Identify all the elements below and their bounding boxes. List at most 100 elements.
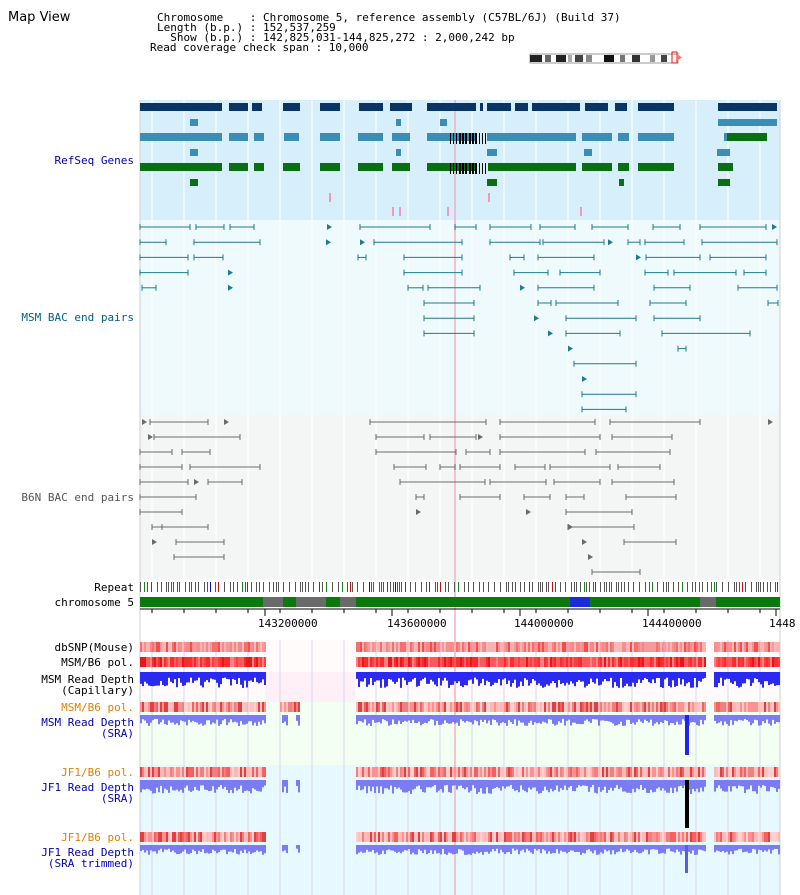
msm-b6-pol-heat-cell <box>390 657 392 667</box>
dbsnp-heat-cell <box>674 642 676 652</box>
track-label-b6n-bac[interactable]: B6N BAC end pairs <box>21 491 134 504</box>
jf1-b6-pol2-heat-cell <box>398 832 400 842</box>
jf1-b6-pol-heat-cell <box>440 767 442 777</box>
track-label-jf1-b6-pol-1[interactable]: JF1/B6 pol. <box>61 766 134 779</box>
track-label-jf1-depth-trimmed[interactable]: JF1 Read Depth (SRA trimmed) <box>41 847 134 869</box>
msm-sra-depth-bar <box>510 715 512 723</box>
repeat-element <box>157 582 158 592</box>
msm-b6-pol-heat-cell <box>206 657 208 667</box>
msm-b6-pol2-heat-cell <box>374 702 376 712</box>
jf1-b6-pol2-heat-cell <box>636 832 638 842</box>
jf1-sra-depth-bar <box>230 780 232 790</box>
msm-capillary-depth-bar <box>230 672 232 686</box>
msm-sra-depth-bar <box>672 715 674 724</box>
msm-sra-depth-bar <box>238 715 240 726</box>
jf1-b6-pol2-heat-cell <box>514 832 516 842</box>
jf1-trimmed-depth-bar <box>260 845 262 852</box>
track-label-chromosome[interactable]: chromosome 5 <box>54 596 134 609</box>
msm-b6-pol-heat-cell <box>144 657 146 667</box>
msm-b6-pol2-heat-cell <box>438 702 440 712</box>
dbsnp-heat-cell <box>578 642 580 652</box>
jf1-b6-pol-heat-cell <box>660 767 662 777</box>
jf1-sra-depth-bar <box>752 780 754 792</box>
jf1-sra-depth-bar <box>144 780 146 790</box>
jf1-b6-pol-heat-cell <box>584 767 586 777</box>
track-label-jf1-depth-sra[interactable]: JF1 Read Depth (SRA) <box>41 782 134 804</box>
jf1-trimmed-depth-bar <box>738 845 740 849</box>
repeat-element <box>210 582 211 592</box>
dbsnp-heat-cell <box>372 642 374 652</box>
jf1-sra-depth-bar <box>592 780 594 785</box>
msm-b6-pol2-heat-cell <box>182 702 184 712</box>
jf1-trimmed-depth-bar <box>718 845 720 852</box>
jf1-trimmed-depth-bar <box>186 845 188 854</box>
msm-capillary-depth-bar <box>602 672 604 682</box>
jf1-trimmed-depth-bar <box>298 845 300 853</box>
track-label-jf1-b6-pol-2[interactable]: JF1/B6 pol. <box>61 831 134 844</box>
track-label-msm-b6-pol-2[interactable]: MSM/B6 pol. <box>61 701 134 714</box>
jf1-trimmed-depth-bar <box>692 845 694 851</box>
msm-capillary-depth-bar <box>178 672 180 679</box>
jf1-sra-depth-bar <box>416 780 418 787</box>
dbsnp-heat-cell <box>212 642 214 652</box>
repeat-element <box>168 582 169 592</box>
dbsnp-heat-cell <box>434 642 436 652</box>
refseq-gene <box>487 179 497 186</box>
jf1-b6-pol2-heat-cell <box>772 832 774 842</box>
jf1-trimmed-depth-bar <box>548 845 550 852</box>
msm-b6-pol2-heat-cell <box>604 702 606 712</box>
track-label-dbsnp[interactable]: dbSNP(Mouse) <box>54 641 134 654</box>
msm-b6-pol-heat-cell <box>384 657 386 667</box>
repeat-element <box>379 582 380 592</box>
jf1-trimmed-depth-bar <box>672 845 674 852</box>
jf1-trimmed-depth-bar <box>756 845 758 854</box>
jf1-trimmed-depth-bar <box>188 845 190 855</box>
refseq-gene <box>488 163 576 171</box>
track-label-msm-depth-sra[interactable]: MSM Read Depth (SRA) <box>41 717 134 739</box>
jf1-trimmed-depth-bar <box>472 845 474 853</box>
dbsnp-heat-cell <box>496 642 498 652</box>
jf1-b6-pol-heat-cell <box>192 767 194 777</box>
msm-b6-pol-heat-cell <box>638 657 640 667</box>
msm-capillary-depth-bar <box>418 672 420 686</box>
track-label-refseq[interactable]: RefSeq Genes <box>54 154 134 167</box>
jf1-trimmed-depth-bar <box>202 845 204 850</box>
track-label-msm-depth-cap[interactable]: MSM Read Depth (Capillary) <box>41 674 134 696</box>
jf1-b6-pol-heat-cell <box>152 767 154 777</box>
track-label-msm-b6-pol-1[interactable]: MSM/B6 pol. <box>61 656 134 669</box>
jf1-trimmed-depth-bar <box>438 845 440 853</box>
jf1-b6-pol2-heat-cell <box>666 832 668 842</box>
jf1-sra-depth-bar <box>704 780 706 787</box>
jf1-b6-pol-heat-cell <box>390 767 392 777</box>
jf1-b6-pol2-heat-cell <box>756 832 758 842</box>
refseq-gene <box>532 103 580 111</box>
dbsnp-heat-cell <box>376 642 378 652</box>
msm-b6-pol2-heat-cell <box>506 702 508 712</box>
jf1-trimmed-depth-bar <box>622 845 624 853</box>
jf1-b6-pol-heat-cell <box>630 767 632 777</box>
jf1-sra-depth-bar <box>662 780 664 789</box>
repeat-element <box>224 582 225 592</box>
track-label-msm-bac[interactable]: MSM BAC end pairs <box>21 311 134 324</box>
jf1-trimmed-depth-bar <box>626 845 628 850</box>
jf1-b6-pol-heat-cell <box>690 767 692 777</box>
jf1-b6-pol2-heat-cell <box>426 832 428 842</box>
dbsnp-heat-cell <box>670 642 672 652</box>
msm-b6-pol-heat-cell <box>674 657 676 667</box>
jf1-sra-depth-bar <box>748 780 750 790</box>
jf1-b6-pol2-heat-cell <box>460 832 462 842</box>
repeat-element <box>760 582 761 592</box>
jf1-b6-pol2-heat-cell <box>520 832 522 842</box>
jf1-b6-pol2-heat-cell <box>236 832 238 842</box>
dbsnp-heat-cell <box>428 642 430 652</box>
msm-b6-pol-heat-cell <box>594 657 596 667</box>
track-label-repeat[interactable]: Repeat <box>94 581 134 594</box>
jf1-b6-pol-heat-cell <box>662 767 664 777</box>
msm-b6-pol-heat-cell <box>356 657 358 667</box>
jf1-b6-pol2-heat-cell <box>598 832 600 842</box>
msm-sra-depth-bar <box>282 715 284 724</box>
map-view-title: Map View <box>8 10 71 25</box>
jf1-b6-pol-heat-cell <box>740 767 742 777</box>
jf1-trimmed-depth-bar <box>698 845 700 850</box>
